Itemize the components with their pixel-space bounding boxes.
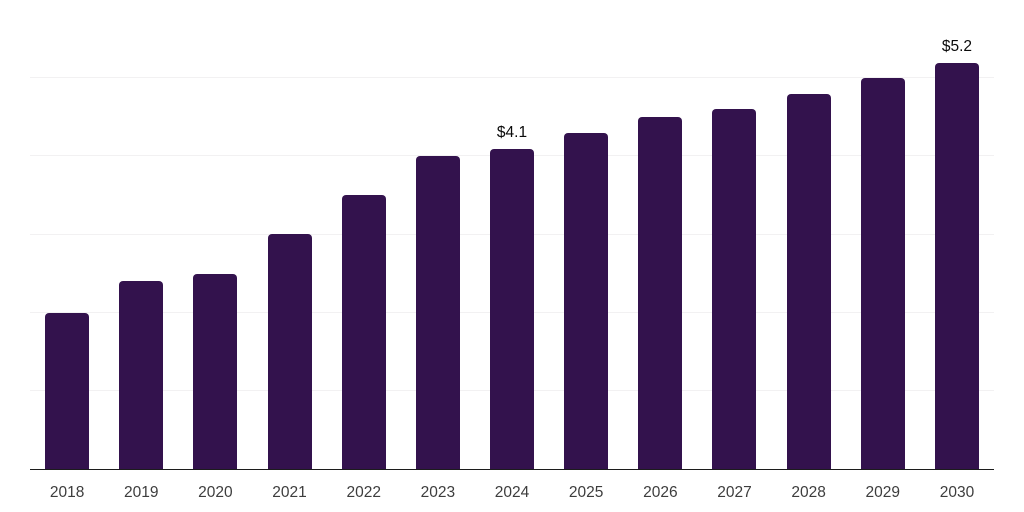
- bar-slot-2030: $5.2: [920, 0, 994, 469]
- bar-2028: [786, 94, 831, 469]
- bar-2027: [712, 109, 757, 469]
- bar-2024: [490, 149, 535, 469]
- gridline-5: [30, 77, 994, 79]
- x-tick-label-2030: 2030: [939, 484, 975, 501]
- x-tick-label-2028: 2028: [791, 484, 826, 501]
- x-tick-label-2018: 2018: [49, 484, 85, 501]
- bar-value-label-2024: $4.1: [496, 123, 528, 141]
- bar-2020: [193, 274, 238, 469]
- bar-2023: [415, 156, 460, 469]
- bar-slot-2026: [623, 0, 697, 469]
- x-tick-label-2022: 2022: [346, 484, 381, 501]
- bars-layer: $4.1 $5.2: [30, 0, 994, 469]
- x-tick-label-2024: 2024: [494, 484, 530, 501]
- bar-slot-2018: [30, 0, 104, 469]
- x-tick-label-2019: 2019: [123, 484, 159, 501]
- bar-slot-2028: [772, 0, 846, 469]
- bar-slot-2021: [252, 0, 326, 469]
- bar-2026: [638, 117, 683, 469]
- bar-slot-2023: [401, 0, 475, 469]
- bar-2019: [119, 281, 164, 469]
- x-tick-label-2029: 2029: [865, 484, 901, 501]
- bar-2029: [860, 78, 905, 469]
- x-tick-label-2021: 2021: [272, 484, 307, 501]
- bar-2025: [564, 133, 609, 469]
- bar-value-label-2030: $5.2: [941, 37, 973, 55]
- bar-2021: [267, 234, 312, 469]
- x-tick-label-2026: 2026: [643, 484, 678, 501]
- bar-slot-2025: [549, 0, 623, 469]
- bar-2018: [45, 313, 90, 469]
- x-axis-line: [30, 468, 994, 470]
- bar-2022: [341, 195, 386, 469]
- bar-2030: [934, 63, 979, 469]
- bar-slot-2020: [178, 0, 252, 469]
- bar-slot-2027: [697, 0, 771, 469]
- x-tick-label-2023: 2023: [420, 484, 456, 501]
- x-tick-label-2027: 2027: [717, 484, 752, 501]
- bar-slot-2024: $4.1: [475, 0, 549, 469]
- plot-area: $4.1 $5.2: [30, 0, 994, 470]
- x-axis-labels: 2018 2019 2020 2021 2022 2023 2024 2025 2026 2027…: [30, 484, 994, 502]
- bar-slot-2022: [327, 0, 401, 469]
- bar-slot-2029: [846, 0, 920, 469]
- bar-slot-2019: [104, 0, 178, 469]
- x-tick-label-2025: 2025: [568, 484, 604, 501]
- x-tick-label-2020: 2020: [198, 484, 233, 501]
